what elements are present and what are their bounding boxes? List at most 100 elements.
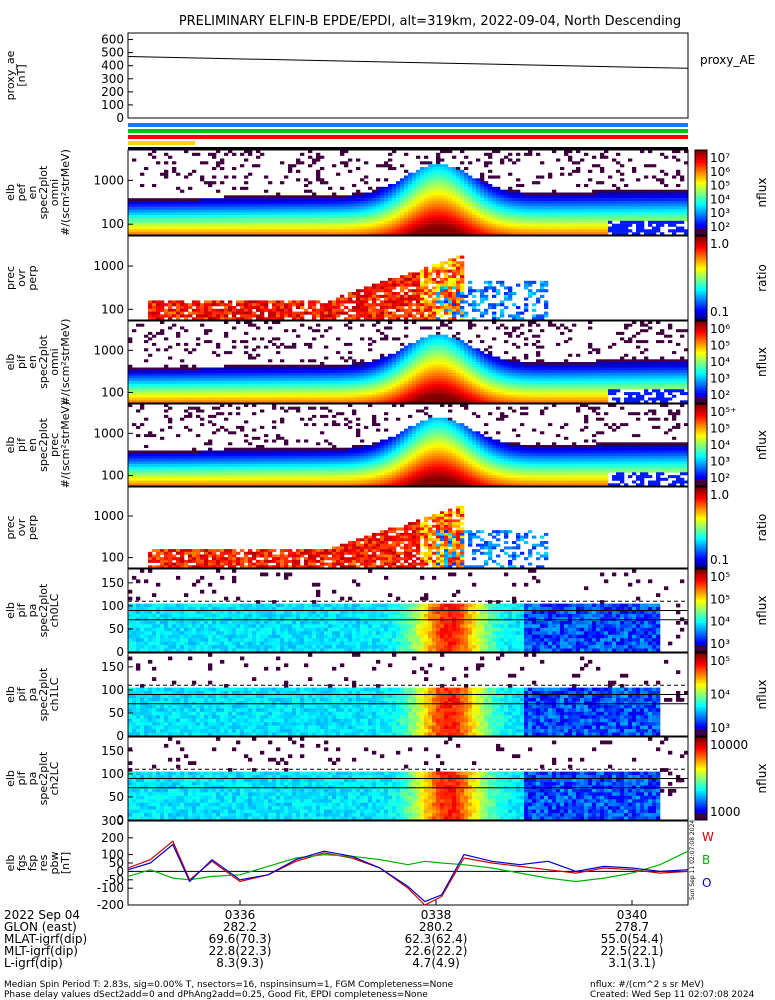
spectrogram-cell: [196, 372, 201, 376]
spectrogram-cell: [616, 218, 621, 222]
spectrogram-cell: [340, 297, 345, 301]
spectrogram-cell: [452, 292, 457, 296]
spectrogram-cell: [492, 229, 497, 233]
spectrogram-cell: [232, 340, 237, 344]
spectrogram-cell: [296, 400, 301, 404]
spectrogram-cell: [440, 353, 445, 357]
spectrogram-cell: [412, 275, 417, 279]
spectrogram-cell: [400, 381, 405, 385]
spectrogram-cell: [532, 212, 537, 216]
spectrogram-cell: [672, 229, 677, 233]
spectrogram-cell: [532, 203, 537, 207]
spectrogram-cell: [304, 364, 309, 368]
spectrogram-cell: [420, 172, 425, 176]
spectrogram-cell: [424, 353, 429, 357]
spectrogram-cell: [284, 372, 289, 376]
spectrogram-cell: [416, 203, 421, 207]
spectrogram-cell: [208, 226, 213, 230]
spectrogram-cell: [144, 206, 149, 210]
spectrogram-cell: [540, 280, 545, 284]
spectrogram-cell: [540, 212, 545, 216]
spectrogram-cell: [420, 209, 425, 213]
spectrogram-cell: [168, 223, 173, 227]
spectrogram-cell: [544, 198, 549, 202]
spectrogram-cell: [468, 181, 473, 185]
spectrogram-cell: [420, 356, 425, 360]
spectrogram-cell: [352, 306, 357, 310]
spectrogram-cell: [236, 386, 241, 390]
spectrogram-cell: [428, 280, 433, 284]
spectrogram-cell: [516, 189, 521, 193]
spectrogram-cell: [308, 378, 313, 382]
ytick-label-ae-3: 300: [101, 72, 124, 86]
spectrogram-cell: [188, 226, 193, 230]
spectrogram-cell: [432, 394, 437, 398]
spectrogram-cell: [428, 392, 433, 396]
spectrogram-cell: [332, 381, 337, 385]
spectrogram-cell: [476, 303, 481, 307]
spectrogram-cell: [328, 195, 333, 199]
spectrogram-cell: [564, 220, 569, 224]
spectrogram-cell: [460, 308, 465, 312]
spectrogram-cell: [608, 220, 613, 224]
spectrogram-cell: [276, 314, 281, 318]
spectrogram-cell: [172, 397, 177, 401]
spectrogram-cell: [492, 311, 497, 315]
spectrogram-cell: [448, 283, 453, 287]
spectrogram-cell: [208, 340, 213, 344]
spectrogram-cell: [448, 292, 453, 296]
spectrogram-cell: [424, 378, 429, 382]
spectrogram-cell: [520, 206, 525, 210]
spectrogram-cell: [332, 229, 337, 233]
colorbar-tick-spec1-0: 10⁷: [710, 151, 730, 165]
spectrogram-cell: [516, 314, 521, 318]
colorbar-cell-ratio1: [695, 263, 707, 266]
spectrogram-cell: [344, 311, 349, 315]
spectrogram-cell: [256, 375, 261, 379]
spectrogram-cell: [308, 164, 313, 168]
spectrogram-cell: [280, 342, 285, 346]
spectrogram-cell: [436, 392, 441, 396]
spectrogram-cell: [356, 209, 361, 213]
spectrogram-cell: [360, 300, 365, 304]
spectrogram-cell: [528, 209, 533, 213]
spectrogram-cell: [456, 297, 461, 301]
spectrogram-cell: [428, 383, 433, 387]
spectrogram-cell: [444, 383, 449, 387]
spectrogram-cell: [528, 226, 533, 230]
spectrogram-cell: [408, 220, 413, 224]
spectrogram-cell: [372, 203, 377, 207]
spectrogram-cell: [496, 229, 501, 233]
ylabel-spec1-1: pef: [15, 183, 28, 202]
spectrogram-cell: [260, 386, 265, 390]
spectrogram-cell: [200, 311, 205, 315]
spectrogram-cell: [208, 381, 213, 385]
spectrogram-cell: [164, 397, 169, 401]
spectrogram-cell: [412, 289, 417, 293]
spectrogram-cell: [424, 203, 429, 207]
spectrogram-cell: [180, 223, 185, 227]
spectrogram-cell: [432, 359, 437, 363]
ylabel-ae-0: proxy_ae: [4, 50, 17, 100]
spectrogram-cell: [160, 370, 165, 374]
spectrogram-cell: [360, 192, 365, 196]
spectrogram-cell: [544, 229, 549, 233]
spectrogram-cell: [348, 218, 353, 222]
spectrogram-cell: [372, 359, 377, 363]
spectrogram-cell: [448, 321, 453, 324]
spectrogram-cell: [660, 169, 665, 173]
spectrogram-cell: [236, 381, 241, 385]
spectrogram-cell: [456, 255, 461, 259]
spectrogram-cell: [172, 378, 177, 382]
spectrogram-cell: [448, 364, 453, 368]
spectrogram-cell: [412, 297, 417, 301]
spectrogram-cell: [144, 340, 149, 344]
spectrogram-cell: [172, 372, 177, 376]
spectrogram-cell: [560, 223, 565, 227]
spectrogram-cell: [444, 232, 449, 236]
spectrogram-cell: [140, 226, 145, 230]
spectrogram-cell: [424, 226, 429, 230]
spectrogram-cell: [432, 195, 437, 199]
spectrogram-cell: [324, 308, 329, 312]
spectrogram-cell: [364, 220, 369, 224]
